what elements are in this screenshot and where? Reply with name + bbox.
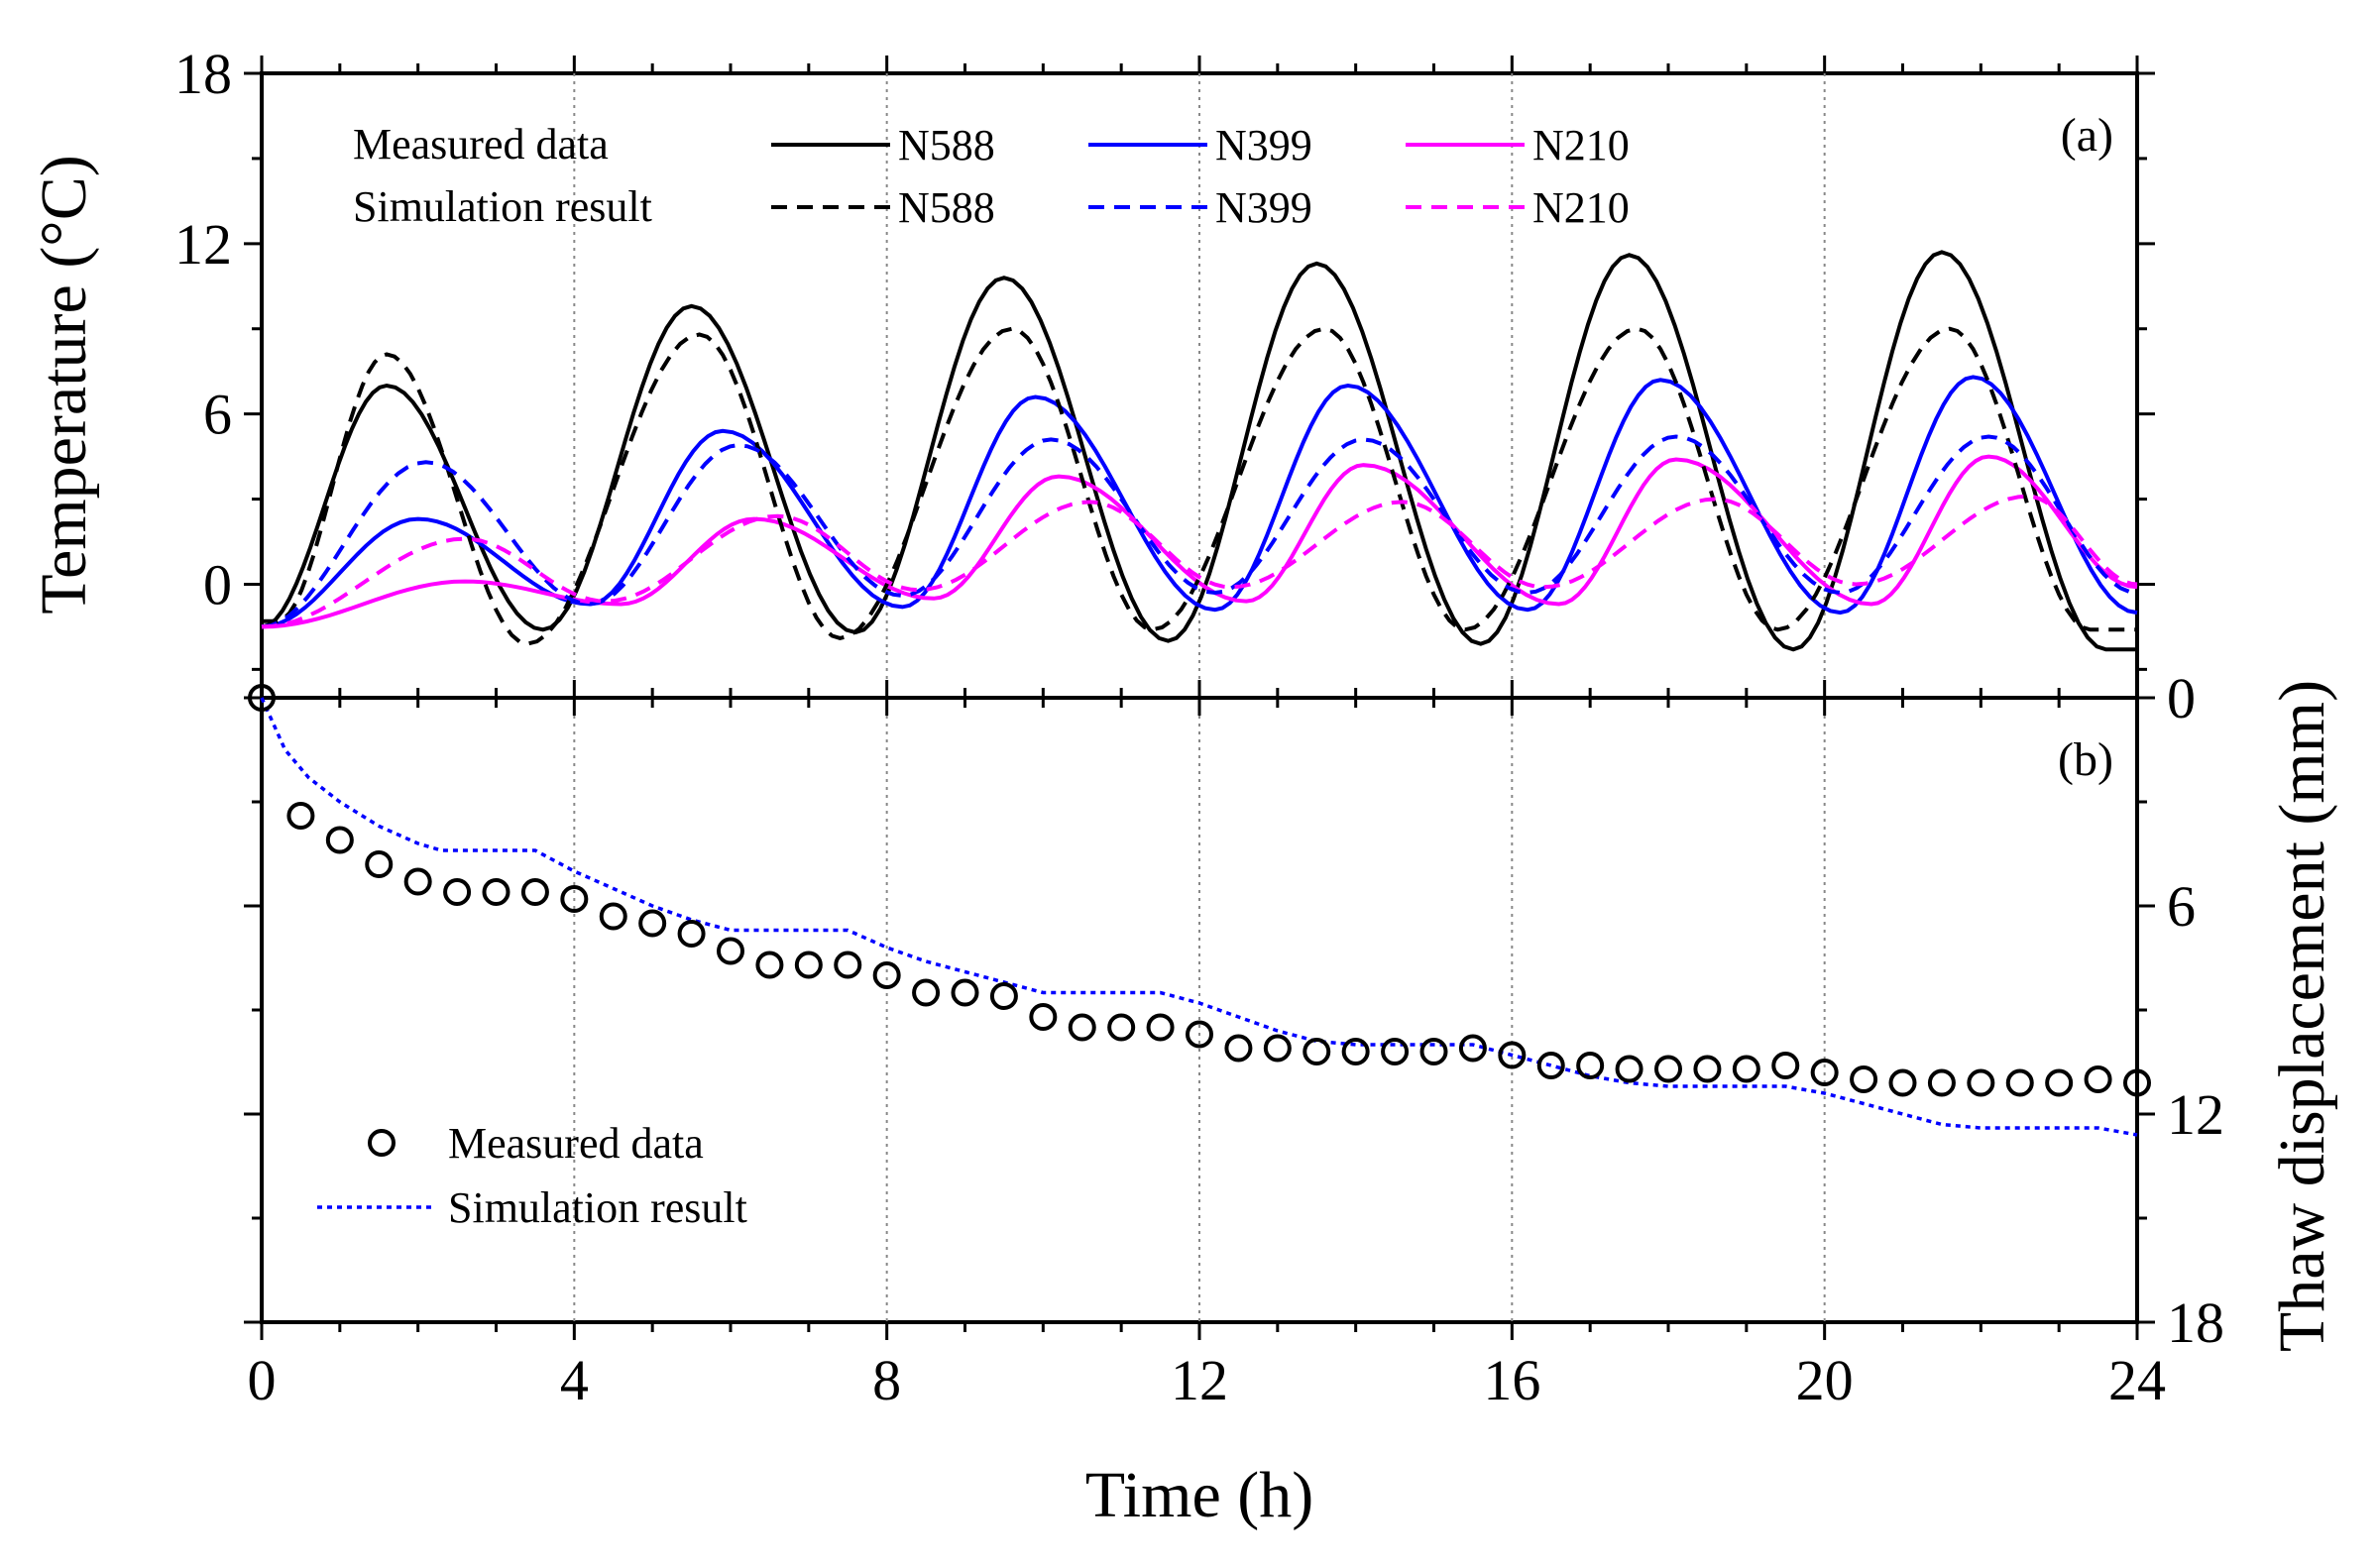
y-tick-label-b: 12 [2167, 1082, 2224, 1147]
panel-tag-b: (b) [2058, 733, 2113, 786]
data-point-measured [2123, 1068, 2151, 1097]
legend-a-label-measured-n588: N588 [898, 121, 995, 169]
data-point-measured [1850, 1065, 1878, 1093]
data-point-measured [1068, 1013, 1096, 1042]
series-line-simulated-n210 [261, 494, 2138, 629]
data-point-measured [599, 902, 627, 931]
legend-row-simulation-label: Simulation result [353, 182, 652, 231]
y-tick-label-b: 0 [2167, 666, 2196, 730]
data-point-measured [872, 961, 901, 989]
data-point-measured [1536, 1052, 1565, 1079]
data-point-measured [560, 885, 589, 913]
x-axis-title: Time (h) [1085, 1459, 1313, 1531]
data-point-measured [2045, 1068, 2074, 1097]
data-point-measured [325, 826, 354, 854]
data-point-measured [443, 878, 472, 906]
legend-b-label-measured: Measured data [448, 1119, 704, 1168]
data-point-measured [794, 951, 823, 979]
legend-b-label-simulation: Simulation result [448, 1183, 747, 1232]
series-line-simulated-n588 [262, 326, 2137, 646]
y-axis-title-left: Temperature (°C) [28, 155, 100, 614]
data-point-measured [1771, 1052, 1800, 1079]
scatter-markers [248, 684, 2151, 1097]
data-point-measured [1498, 1041, 1527, 1069]
series-lines [260, 250, 2138, 1137]
data-point-measured [1419, 1038, 1448, 1065]
legend-a-label-simulated-n588: N588 [898, 183, 995, 232]
y-tick-label-a: 6 [203, 383, 232, 447]
data-point-measured [1029, 1003, 1058, 1031]
grid-lines [573, 73, 1826, 1322]
data-point-measured [2005, 1068, 2034, 1097]
y-tick-label-a: 12 [174, 212, 232, 277]
data-point-measured [638, 909, 667, 938]
series-line-measured-n588 [261, 250, 2137, 652]
data-point-measured [365, 850, 394, 878]
y-tick-label-a: 18 [174, 42, 232, 106]
x-tick-label: 24 [2108, 1348, 2166, 1412]
legend-a-label-measured-n210: N210 [1532, 121, 1630, 169]
data-point-measured [1224, 1034, 1253, 1063]
y-tick-label-b: 6 [2167, 874, 2196, 939]
legend-a-label-simulated-n210: N210 [1532, 183, 1630, 232]
data-point-measured [1303, 1038, 1331, 1065]
y-tick-label-b: 18 [2167, 1290, 2224, 1355]
data-point-measured [755, 951, 784, 979]
data-point-measured [834, 951, 862, 979]
series-line-measured-n210 [261, 454, 2138, 629]
series-line-b-simulation [260, 697, 2138, 1137]
data-point-measured [520, 878, 549, 906]
data-point-measured [1615, 1055, 1643, 1083]
y-tick-label-a: 0 [203, 552, 232, 616]
data-point-measured [2084, 1065, 2112, 1093]
tick-labels: 0 4 8 12 16 20 24 0 6 12 18 0 6 12 18 [174, 42, 2224, 1412]
x-tick-label: 8 [872, 1348, 901, 1412]
legend-row-measured-label: Measured data [353, 120, 609, 168]
x-tick-label: 12 [1171, 1348, 1228, 1412]
legend-a-label-measured-n399: N399 [1215, 121, 1312, 169]
data-point-measured [1458, 1034, 1487, 1063]
data-point-measured [403, 867, 432, 896]
panel-tag-a: (a) [2061, 109, 2113, 162]
data-point-measured [1810, 1059, 1839, 1086]
axis-ticks [244, 56, 2155, 1340]
data-point-measured [482, 878, 510, 906]
data-point-measured [1927, 1068, 1956, 1097]
data-point-measured [1967, 1068, 1995, 1097]
data-point-measured [1732, 1055, 1760, 1083]
y-axis-title-right: Thaw displacement (mm) [2266, 680, 2338, 1352]
x-tick-label: 20 [1796, 1348, 1854, 1412]
data-point-measured [1654, 1055, 1682, 1083]
data-point-measured [1693, 1055, 1722, 1083]
data-point-measured [1186, 1020, 1213, 1049]
legend-a: Measured data Simulation result N588 N399… [353, 120, 1630, 232]
data-point-measured [1263, 1034, 1292, 1063]
data-point-measured [1146, 1013, 1175, 1042]
legend-a-label-simulated-n399: N399 [1215, 183, 1312, 232]
data-point-measured [951, 978, 979, 1007]
data-point-measured [717, 937, 744, 965]
data-point-measured [248, 684, 276, 712]
x-tick-label: 4 [560, 1348, 589, 1412]
data-point-measured [677, 920, 706, 948]
data-point-measured [1576, 1052, 1605, 1079]
x-tick-label: 0 [248, 1348, 277, 1412]
data-point-measured [989, 982, 1018, 1010]
data-point-measured [912, 978, 941, 1007]
data-point-measured [286, 802, 315, 830]
data-point-measured [1888, 1068, 1917, 1097]
data-point-measured [1341, 1038, 1370, 1065]
series-line-simulated-n399 [261, 434, 2138, 629]
legend-b: Measured data Simulation result [317, 1119, 747, 1232]
x-tick-label: 16 [1483, 1348, 1540, 1412]
legend-b-marker-measured [368, 1129, 396, 1157]
data-point-measured [1107, 1013, 1136, 1042]
data-point-measured [1381, 1038, 1410, 1065]
